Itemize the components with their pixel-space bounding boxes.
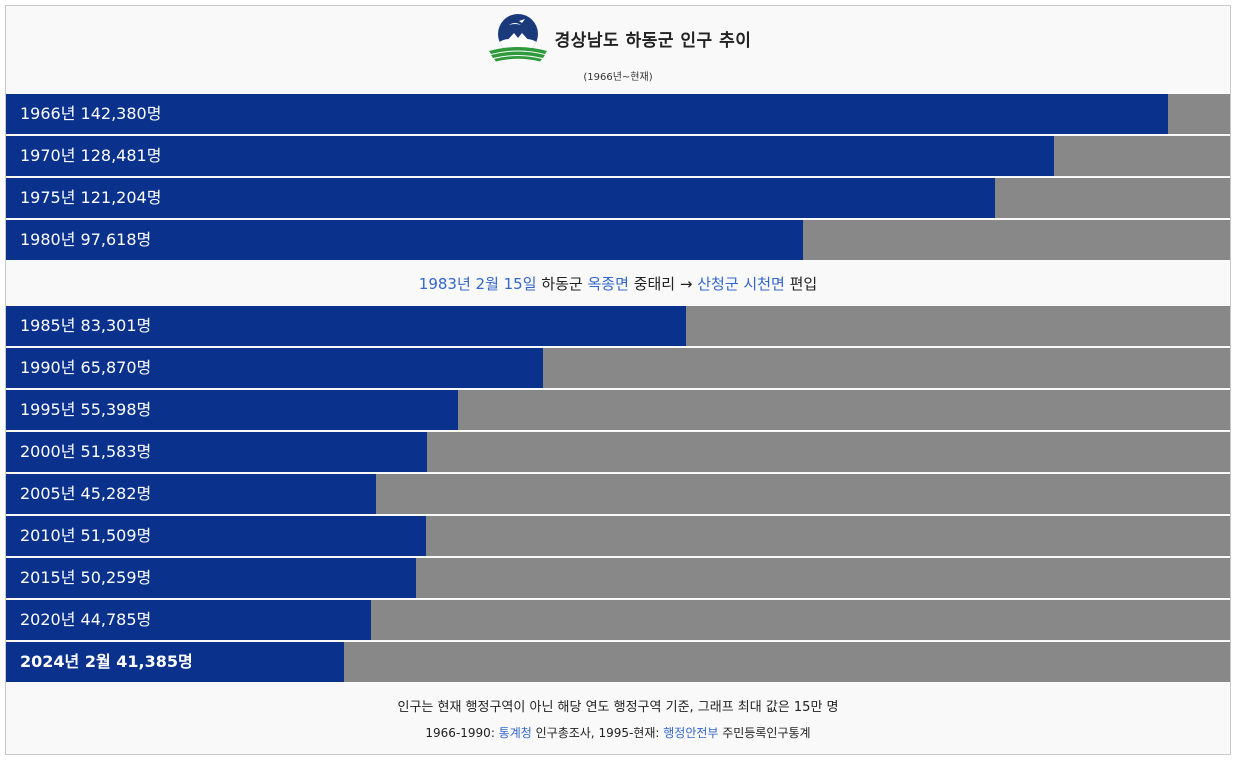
- bar-row: 1970년 128,481명: [6, 136, 1230, 176]
- population-bar: [6, 390, 458, 430]
- population-chart-frame: 경상남도 하동군 인구 추이 (1966년~현재) 1966년 142,380명…: [5, 5, 1231, 755]
- bar-label: 1975년 121,204명: [20, 188, 162, 207]
- population-bar: [6, 220, 803, 260]
- population-bar: [6, 178, 995, 218]
- bar-row: 1966년 142,380명: [6, 94, 1230, 134]
- note-destination-link[interactable]: 산청군 시천면: [697, 275, 785, 293]
- population-bar: [6, 474, 376, 514]
- population-bar: [6, 516, 426, 556]
- bar-label: 1990년 65,870명: [20, 358, 152, 377]
- population-bar: [6, 306, 686, 346]
- title-row: 경상남도 하동군 인구 추이: [6, 12, 1230, 64]
- bar-row: 1975년 121,204명: [6, 178, 1230, 218]
- hadong-county-emblem-icon: [488, 14, 547, 62]
- bar-label: 2010년 51,509명: [20, 526, 152, 545]
- note-myeon-link[interactable]: 옥종면: [587, 275, 629, 293]
- chart-title: 경상남도 하동군 인구 추이: [554, 30, 752, 51]
- footnote-basis: 인구는 현재 행정구역이 아닌 해당 연도 행정구역 기준, 그래프 최대 값은…: [397, 700, 839, 715]
- bar-label: 2015년 50,259명: [20, 568, 152, 587]
- population-bar: [6, 348, 543, 388]
- bar-row: 1980년 97,618명: [6, 220, 1230, 260]
- bar-label: 1966년 142,380명: [20, 104, 162, 123]
- bar-row: 1985년 83,301명: [6, 306, 1230, 346]
- arrow-icon: →: [679, 275, 693, 293]
- chart-subtitle: (1966년~현재): [583, 72, 653, 83]
- boundary-change-note: 1983년 2월 15일 하동군 옥종면 중태리 → 산청군 시천면 편입: [6, 264, 1230, 304]
- bar-label: 2005년 45,282명: [20, 484, 152, 503]
- footnote-sources: 1966-1990: 통계청 인구총조사, 1995-현재: 행정안전부 주민등…: [6, 724, 1230, 741]
- note-county: 하동군: [541, 275, 583, 293]
- statistics-korea-link[interactable]: 통계청: [498, 726, 532, 740]
- bar-row: 2024년 2월 41,385명: [6, 642, 1230, 682]
- bar-label: 2020년 44,785명: [20, 610, 152, 629]
- bar-row: 1995년 55,398명: [6, 390, 1230, 430]
- population-bar: [6, 94, 1168, 134]
- bar-row: 2010년 51,509명: [6, 516, 1230, 556]
- source-prefix: 1966-1990:: [425, 726, 499, 740]
- bar-label: 1985년 83,301명: [20, 316, 152, 335]
- bar-row: 2020년 44,785명: [6, 600, 1230, 640]
- population-bar: [6, 136, 1054, 176]
- population-bar: [6, 600, 371, 640]
- note-action: 편입: [789, 275, 818, 293]
- bar-label: 1980년 97,618명: [20, 230, 152, 249]
- note-village: 중태리: [633, 275, 676, 293]
- bar-row: 2005년 45,282명: [6, 474, 1230, 514]
- bar-row: 2000년 51,583명: [6, 432, 1230, 472]
- source-mid: 인구총조사, 1995-현재:: [531, 726, 664, 740]
- population-bar: [6, 642, 344, 682]
- note-date-link[interactable]: 1983년 2월 15일: [418, 275, 537, 293]
- bar-label: 2000년 51,583명: [20, 442, 152, 461]
- ministry-interior-link[interactable]: 행정안전부: [663, 726, 719, 740]
- chart-header: 경상남도 하동군 인구 추이 (1966년~현재): [6, 6, 1230, 94]
- population-bar: [6, 558, 416, 598]
- bar-label: 1995년 55,398명: [20, 400, 152, 419]
- bar-row: 2015년 50,259명: [6, 558, 1230, 598]
- bar-label: 1970년 128,481명: [20, 146, 162, 165]
- population-bar: [6, 432, 427, 472]
- bar-label: 2024년 2월 41,385명: [20, 652, 193, 671]
- bar-row: 1990년 65,870명: [6, 348, 1230, 388]
- source-suffix: 주민등록인구통계: [718, 726, 811, 740]
